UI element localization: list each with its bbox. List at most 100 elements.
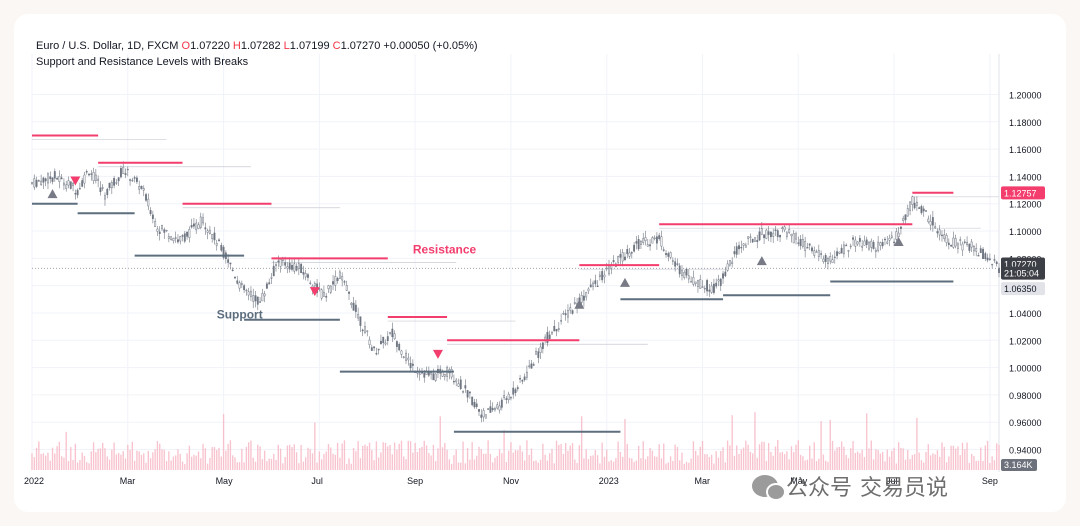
- volume-bar: [945, 462, 948, 470]
- volume-bar: [596, 455, 599, 470]
- volume-bar: [731, 415, 733, 470]
- candle-body: [468, 391, 471, 394]
- candle-body: [995, 261, 998, 264]
- candle-body: [243, 285, 246, 291]
- volume-bar: [606, 449, 608, 470]
- candle-body: [211, 234, 214, 240]
- close-value: 1.07270: [340, 40, 381, 52]
- volume-bar: [482, 453, 485, 470]
- candle-body: [165, 229, 168, 232]
- volume-bar: [537, 462, 539, 470]
- candle-body: [104, 195, 106, 200]
- candle-body: [975, 248, 978, 252]
- volume-bar: [975, 460, 977, 470]
- volume-bar: [414, 442, 416, 470]
- candle-body: [585, 291, 588, 298]
- candle-body: [78, 187, 81, 190]
- volume-bar: [592, 455, 594, 470]
- volume-bar: [583, 458, 585, 470]
- volume-bar: [777, 440, 779, 470]
- candle-body: [833, 256, 836, 259]
- volume-bar: [633, 462, 635, 470]
- candle-body: [966, 241, 969, 245]
- candle-body: [546, 331, 549, 343]
- candle-body: [870, 240, 873, 248]
- volume-bar: [393, 442, 396, 470]
- volume-bar: [325, 451, 327, 470]
- volume-bar: [970, 453, 973, 470]
- volume-bar: [149, 458, 152, 470]
- volume-bar: [362, 445, 364, 470]
- candle-body: [836, 251, 839, 256]
- volume-bar: [460, 462, 462, 470]
- candle-body: [959, 239, 962, 241]
- volume-bar: [793, 452, 795, 470]
- candle-body: [277, 260, 280, 263]
- volume-bar: [964, 449, 966, 470]
- volume-bar: [222, 414, 225, 470]
- volume-bar: [615, 458, 617, 470]
- volume-bar: [145, 462, 147, 470]
- candle-body: [804, 240, 807, 251]
- candle-body: [899, 226, 902, 229]
- candle-body: [674, 261, 677, 267]
- candle-body: [970, 241, 973, 248]
- volume-bar: [601, 442, 603, 470]
- candle-body: [199, 216, 202, 228]
- volume-bar: [471, 442, 473, 470]
- volume-bar: [204, 448, 207, 470]
- chart-frame: Resistance Support 1.20000 1.18000 1.16000 1…: [14, 14, 1066, 512]
- candle-body: [231, 269, 234, 272]
- candle-body: [865, 239, 868, 245]
- candle-body: [849, 245, 852, 248]
- volume-bar: [512, 452, 514, 470]
- candle-body: [911, 196, 914, 205]
- volume-bar: [314, 422, 316, 470]
- candle-body: [799, 238, 802, 247]
- volume-bar: [60, 456, 63, 470]
- volume-bar: [555, 440, 558, 470]
- volume-bar: [76, 462, 79, 470]
- x-tick-label: Jul: [311, 476, 323, 486]
- y-tick-label: 1.00000: [1009, 364, 1042, 374]
- volume-bar: [968, 462, 971, 470]
- candle-body: [341, 276, 344, 281]
- volume-bar: [213, 447, 216, 470]
- volume-bar: [181, 461, 184, 470]
- candle-body: [594, 280, 597, 285]
- volume-bar: [453, 455, 455, 470]
- candle-body: [37, 180, 40, 182]
- volume-bar: [745, 440, 747, 470]
- volume-bar: [154, 449, 156, 470]
- indicator-name: Support and Resistance Levels with Break…: [36, 56, 249, 68]
- volume-bar: [122, 451, 124, 470]
- volume-bar: [845, 455, 847, 470]
- volume-bar: [441, 447, 444, 470]
- volume-bar: [742, 447, 745, 470]
- candle-body: [236, 280, 239, 284]
- volume-bar: [421, 446, 423, 470]
- candle-body: [571, 310, 574, 314]
- candle-body: [649, 244, 651, 247]
- volume-bar: [234, 457, 236, 470]
- candle-body: [927, 218, 930, 223]
- candle-body: [254, 295, 257, 302]
- candle-body: [505, 398, 508, 400]
- volume-bar: [371, 450, 373, 470]
- candle-body: [76, 189, 79, 196]
- candle-body: [434, 373, 437, 381]
- price-chart[interactable]: Resistance Support 1.20000 1.18000 1.16000 1…: [14, 14, 1066, 512]
- volume-bar: [788, 459, 790, 470]
- candle-body: [726, 263, 729, 271]
- volume-bar: [355, 451, 357, 470]
- volume-bar: [660, 458, 663, 470]
- volume-bar: [514, 450, 517, 470]
- volume-bar: [587, 459, 590, 470]
- candle-body: [706, 280, 709, 292]
- candle-body: [452, 380, 455, 383]
- volume-bar: [553, 463, 555, 470]
- candle-body: [738, 245, 740, 250]
- volume-bar: [79, 460, 81, 470]
- volume-bar: [457, 462, 460, 470]
- candle-body: [792, 233, 795, 244]
